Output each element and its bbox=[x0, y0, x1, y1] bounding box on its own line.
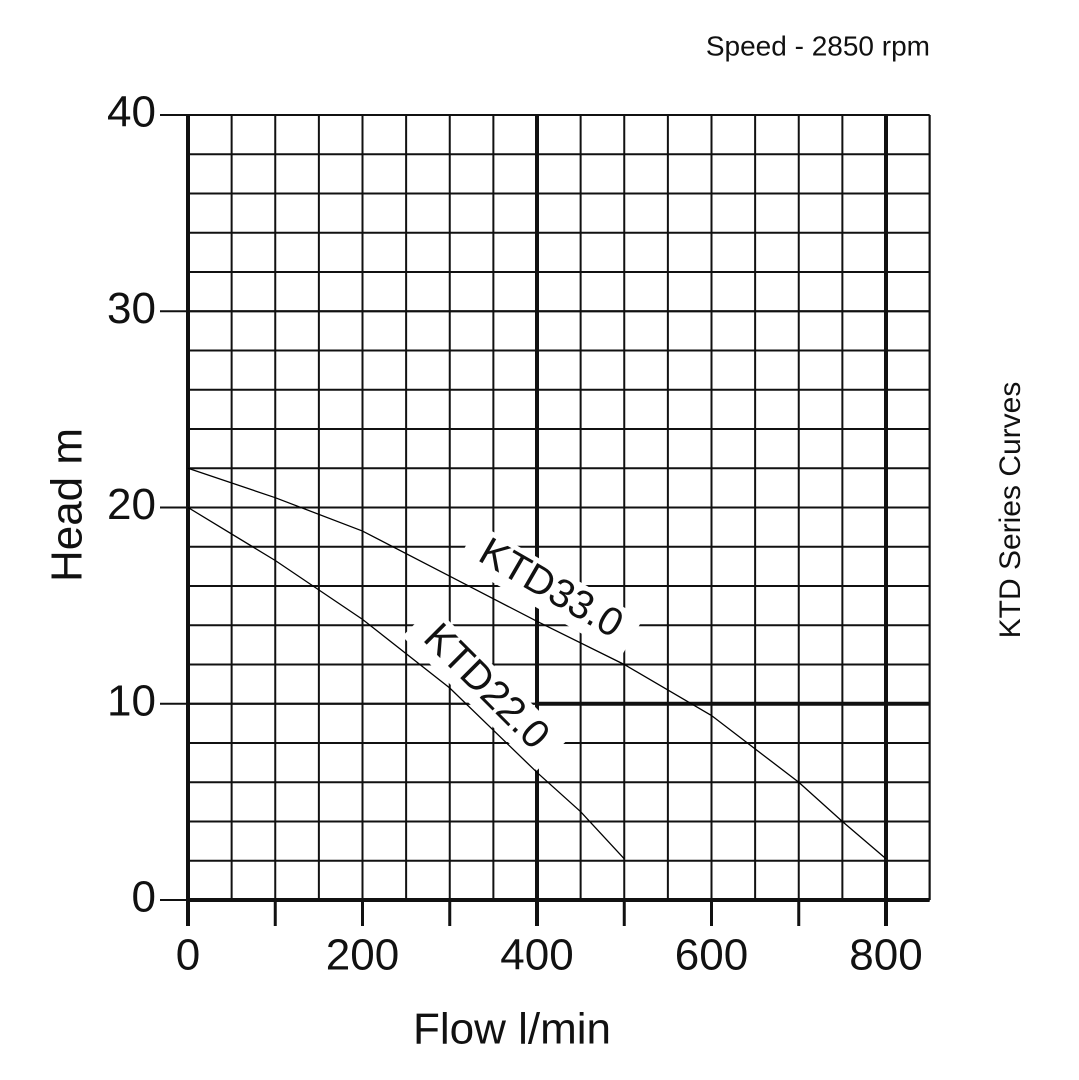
x-tick-label: 400 bbox=[500, 931, 573, 980]
series-line bbox=[187, 506, 625, 860]
y-axis-label: Head m bbox=[43, 428, 92, 582]
x-tick-label: 800 bbox=[849, 931, 922, 980]
label-bg bbox=[456, 523, 644, 657]
y-tick-label: 30 bbox=[107, 284, 156, 333]
x-tick-label: 0 bbox=[176, 931, 200, 980]
chart-title: KTD Series Curves bbox=[994, 382, 1027, 639]
x-axis-label: Flow l/min bbox=[413, 1005, 611, 1054]
label-bg bbox=[402, 605, 568, 771]
y-tick-label: 0 bbox=[132, 873, 156, 922]
chart-subtitle: Speed - 2850 rpm bbox=[706, 30, 930, 61]
y-tick-label: 10 bbox=[107, 676, 156, 725]
x-tick-label: 200 bbox=[326, 931, 399, 980]
x-tick-label: 600 bbox=[675, 931, 748, 980]
series-line bbox=[187, 467, 887, 860]
y-tick-label: 40 bbox=[107, 88, 156, 137]
y-tick-label: 20 bbox=[107, 480, 156, 529]
